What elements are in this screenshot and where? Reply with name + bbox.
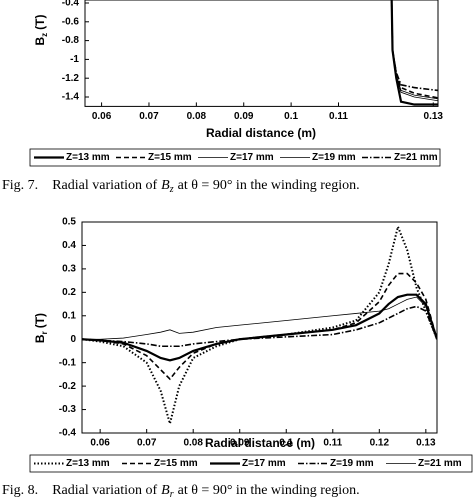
y-label-subscript: r bbox=[40, 331, 49, 334]
series-line bbox=[390, 0, 438, 99]
y-tick-label: 0.5 bbox=[62, 217, 76, 228]
legend-label: Z=21 mm bbox=[418, 458, 462, 469]
x-tick-label: 0.08 bbox=[183, 438, 203, 449]
caption-text: at θ = 90° in the winding region. bbox=[178, 483, 360, 497]
y-tick-label: 0.4 bbox=[62, 240, 76, 251]
legend-label: Z=19 mm bbox=[312, 152, 356, 163]
x-axis-label: Radial distance (m) bbox=[206, 126, 316, 140]
x-tick-label: 0.11 bbox=[323, 438, 342, 449]
y-tick-label: -1.4 bbox=[62, 92, 80, 103]
y-tick-label: -0.1 bbox=[59, 357, 77, 368]
y-label-subscript: z bbox=[40, 33, 49, 37]
series-line bbox=[390, 0, 438, 106]
legend-label: Z=13 mm bbox=[66, 458, 110, 469]
x-tick-label: 0.11 bbox=[329, 111, 348, 122]
caption-symbol: B bbox=[161, 178, 170, 193]
x-tick-label: 0.1 bbox=[279, 438, 293, 449]
x-tick-label: 0.08 bbox=[187, 111, 207, 122]
y-tick-label: 0 bbox=[70, 334, 76, 345]
y-label-unit: (T) bbox=[33, 15, 47, 30]
y-tick-label: -1.2 bbox=[62, 73, 80, 84]
x-tick-label: 0.09 bbox=[234, 111, 254, 122]
series-line bbox=[82, 223, 437, 428]
caption-label: Fig. 8. bbox=[2, 483, 38, 497]
caption: Fig. 8. Radial variation of Br at θ = 90° i… bbox=[2, 483, 360, 497]
legend-label: Z=13 mm bbox=[66, 152, 110, 163]
y-tick-label: -0.8 bbox=[62, 35, 80, 46]
y-tick-label: 0.1 bbox=[62, 310, 76, 321]
caption-text: Radial variation of bbox=[52, 483, 157, 497]
legend-label: Z=15 mm bbox=[154, 458, 198, 469]
x-tick-label: 0.06 bbox=[90, 438, 110, 449]
series-line bbox=[390, 0, 438, 92]
legend-label: Z=21 mm bbox=[394, 152, 438, 163]
caption-text: at θ = 90° in the winding region. bbox=[178, 178, 360, 193]
plot-frame bbox=[84, 0, 439, 107]
y-tick-label: -0.6 bbox=[62, 16, 80, 27]
x-tick-label: 0.09 bbox=[230, 438, 250, 449]
plot-frame bbox=[81, 221, 438, 434]
y-axis-label: Br (T) bbox=[33, 313, 49, 343]
series-line bbox=[82, 305, 437, 348]
x-tick-label: 0.13 bbox=[416, 438, 436, 449]
y-axis-label: Bz (T) bbox=[33, 15, 49, 46]
y-tick-label: -0.4 bbox=[59, 428, 77, 439]
series-line bbox=[82, 293, 437, 362]
x-axis-label: Radial distance (m) bbox=[205, 436, 315, 450]
y-label-symbol: B bbox=[33, 37, 47, 46]
x-tick-label: 0.07 bbox=[139, 111, 159, 122]
caption-text: Radial variation of bbox=[52, 178, 157, 193]
y-tick-label: -0.3 bbox=[59, 404, 77, 415]
legend-label: Z=15 mm bbox=[148, 152, 192, 163]
legend-label: Z=19 mm bbox=[330, 458, 374, 469]
legend-box bbox=[29, 454, 473, 473]
y-label-unit: (T) bbox=[33, 313, 47, 328]
x-tick-label: 0.07 bbox=[137, 438, 157, 449]
legend-box bbox=[29, 148, 441, 167]
x-tick-label: 0.1 bbox=[284, 111, 298, 122]
plot-area bbox=[390, 0, 438, 106]
x-tick-label: 0.13 bbox=[424, 111, 444, 122]
x-tick-label: 0.12 bbox=[370, 438, 390, 449]
caption-subscript: z bbox=[169, 184, 174, 195]
y-tick-label: 0.3 bbox=[62, 264, 76, 275]
series-line bbox=[82, 272, 437, 381]
y-tick-label: -1 bbox=[70, 54, 79, 65]
legend-label: Z=17 mm bbox=[230, 152, 274, 163]
caption-symbol: B bbox=[161, 483, 170, 497]
legend-label: Z=17 mm bbox=[242, 458, 286, 469]
caption: Fig. 7. Radial variation of Bz at θ = 90° i… bbox=[2, 178, 360, 195]
caption-label: Fig. 7. bbox=[2, 178, 38, 193]
y-tick-label: 0.2 bbox=[62, 287, 76, 298]
series-line bbox=[82, 296, 437, 340]
y-tick-label: -0.4 bbox=[62, 0, 80, 9]
x-tick-label: 0.06 bbox=[92, 111, 112, 122]
caption-subscript: r bbox=[170, 489, 174, 497]
plot-area bbox=[82, 223, 437, 428]
y-tick-label: -0.2 bbox=[59, 381, 77, 392]
y-label-symbol: B bbox=[33, 334, 47, 343]
